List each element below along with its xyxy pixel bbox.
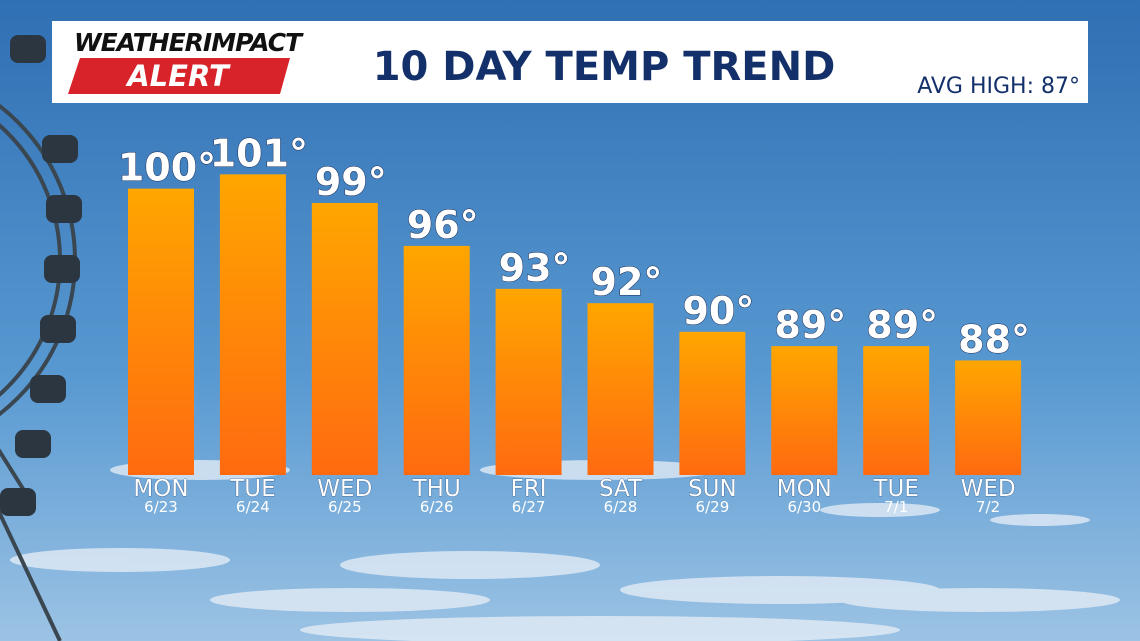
x-tick-label: MON [777, 476, 832, 502]
date-label: 6/25 [328, 498, 362, 516]
x-tick-label: SAT [599, 476, 643, 502]
value-label: 96° [407, 203, 479, 247]
value-label: 92° [591, 260, 663, 304]
bar [219, 174, 286, 475]
gondolas [0, 35, 82, 516]
logo-word: WEATHER [74, 28, 203, 57]
date-label: 6/28 [604, 498, 638, 516]
x-tick-label: FRI [511, 476, 547, 502]
x-tick-label: TUE [229, 476, 275, 502]
bar [955, 360, 1022, 475]
logo-text: WEATHERIMPACT [74, 28, 304, 57]
date-label: 6/30 [787, 498, 821, 516]
x-tick-label: WED [317, 476, 372, 502]
bar [679, 331, 746, 475]
logo-badge [68, 58, 290, 94]
date-label: 7/1 [884, 498, 908, 516]
date-label: 6/23 [144, 498, 178, 516]
x-tick-label: WED [961, 476, 1016, 502]
bar [587, 303, 654, 475]
value-label: 89° [774, 303, 846, 347]
logo-word: IMPACT [203, 28, 304, 57]
value-label: 88° [958, 317, 1030, 361]
bar [311, 202, 378, 476]
date-label: 6/24 [236, 498, 270, 516]
date-label: 7/2 [976, 498, 1000, 516]
logo-alert: ALERT [125, 59, 231, 93]
date-label: 6/29 [696, 498, 730, 516]
bar [128, 188, 194, 476]
bar [495, 288, 562, 475]
value-label: 93° [499, 246, 571, 290]
x-tick-label: THU [412, 476, 461, 502]
bar [863, 346, 930, 475]
bar [403, 245, 470, 475]
chart-title: 10 DAY TEMP TREND [373, 44, 836, 90]
value-label: 89° [866, 303, 938, 347]
value-label: 90° [682, 289, 754, 333]
date-label: 6/26 [420, 498, 454, 516]
value-label: 100° [118, 146, 216, 190]
date-label: 6/27 [512, 498, 546, 516]
bar [771, 346, 838, 475]
value-label: 99° [315, 160, 387, 204]
x-tick-label: TUE [872, 476, 918, 502]
x-tick-label: SUN [688, 476, 737, 502]
annotation: AVG HIGH: 87° [917, 74, 1080, 99]
x-tick-label: MON [133, 476, 188, 502]
value-label: 101° [210, 131, 308, 175]
